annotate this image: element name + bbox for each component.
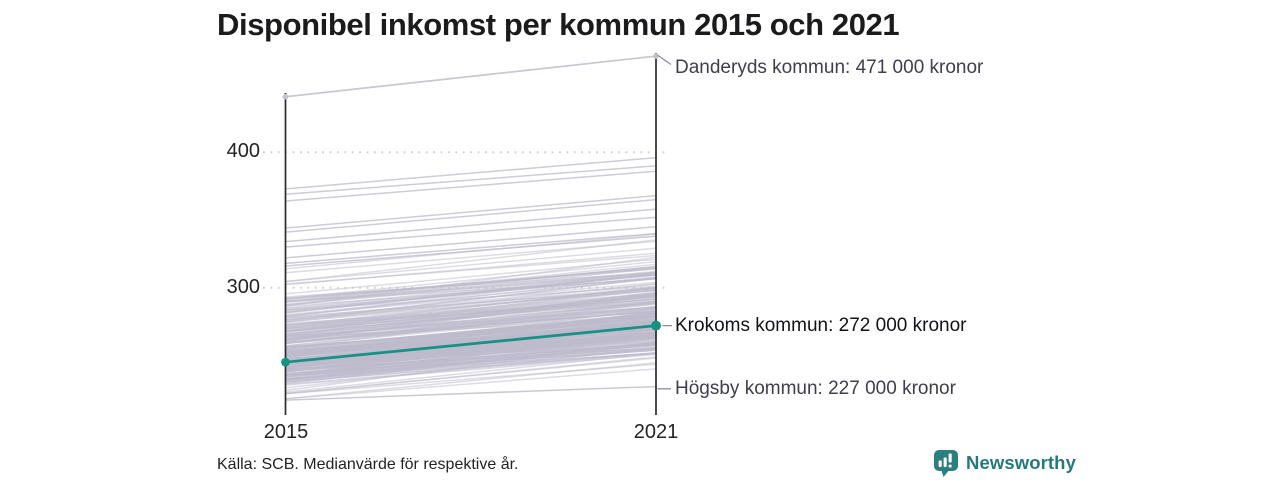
annotation-hogsby: Högsby kommun: 227 000 kronor [675,378,956,399]
source-note: Källa: SCB. Medianvärde för respektive å… [217,456,519,473]
chart-title: Disponibel inkomst per kommun 2015 och 2… [217,7,900,42]
newsworthy-wordmark: Newsworthy [966,452,1076,473]
x-axis-tick-2015: 2015 [263,421,309,443]
annotation-danderyd: Danderyds kommun: 471 000 kronor [675,57,984,78]
newsworthy-bubble-chart-icon [934,450,958,477]
y-axis-tick-300: 300 [226,276,260,298]
annotation-krokom: Krokoms kommun: 272 000 kronor [675,315,967,336]
newsworthy-logo: Newsworthy [933,449,1076,477]
y-axis-tick-400: 400 [226,140,260,162]
x-axis-tick-2021: 2021 [633,421,679,443]
